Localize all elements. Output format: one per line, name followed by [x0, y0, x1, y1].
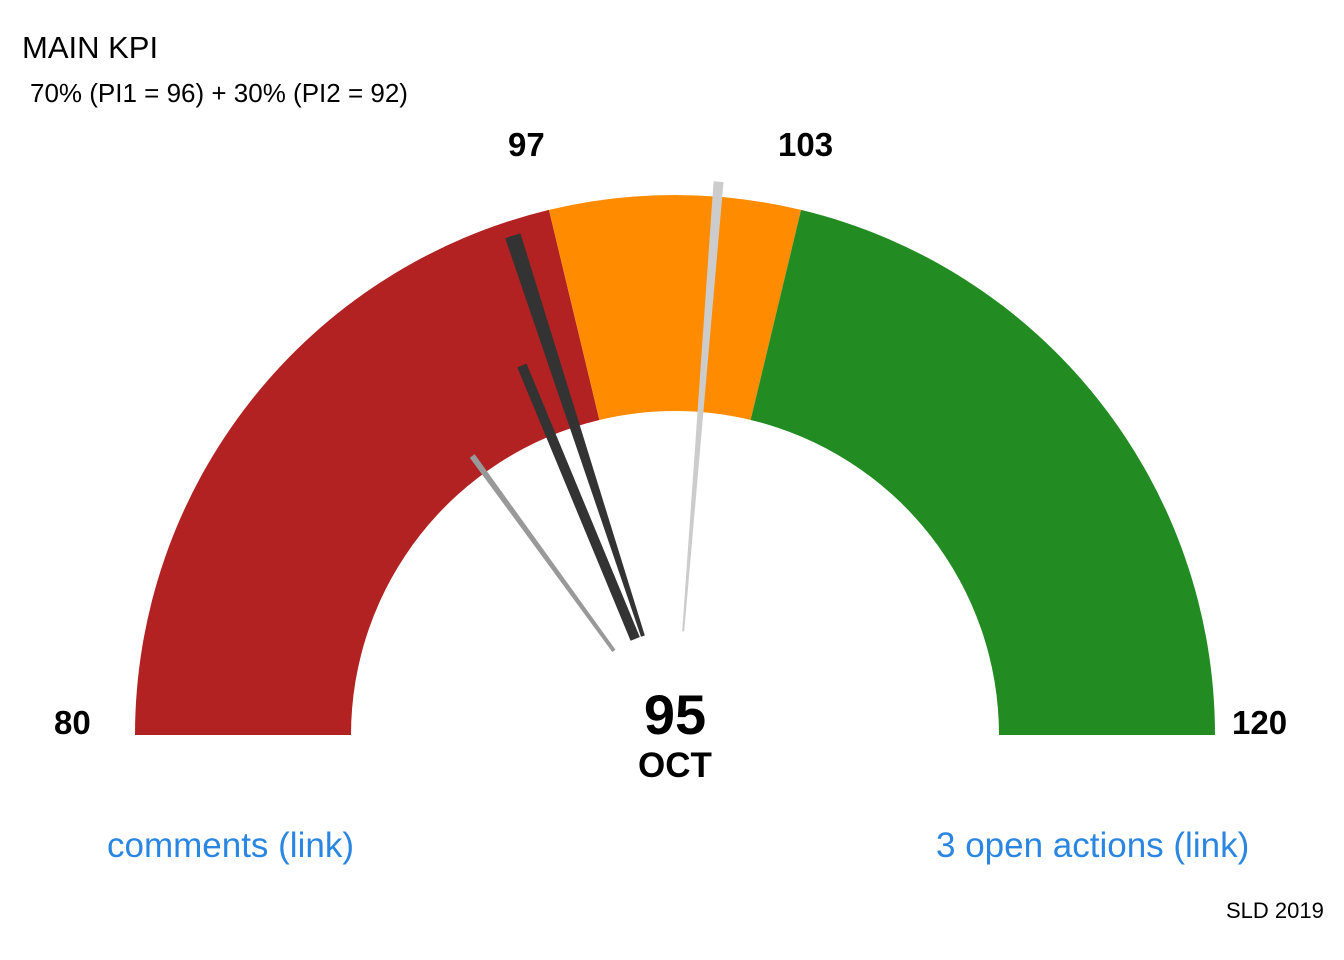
gauge-max-label: 120 — [1232, 704, 1288, 741]
open-actions-link[interactable]: 3 open actions (link) — [936, 826, 1250, 865]
gauge-needle-3 — [682, 181, 724, 632]
credit-text: SLD 2019 — [1226, 898, 1324, 923]
gauge-needle-2 — [505, 233, 645, 637]
gauge-needles — [469, 181, 724, 652]
gauge-period: OCT — [638, 746, 712, 785]
threshold-label-high: 103 — [778, 126, 834, 163]
gauge-band-2 — [750, 209, 1215, 736]
gauge-bands — [135, 195, 1215, 736]
gauge-band-1 — [548, 195, 802, 420]
gauge-needle-0 — [517, 363, 640, 641]
chart-title: MAIN KPI — [22, 30, 159, 65]
comments-link[interactable]: comments (link) — [107, 826, 354, 865]
gauge-needle-1 — [469, 454, 616, 652]
gauge-value: 95 — [643, 683, 707, 746]
gauge-min-label: 80 — [54, 704, 91, 741]
threshold-label-low: 97 — [508, 126, 545, 163]
chart-subtitle: 70% (PI1 = 96) + 30% (PI2 = 92) — [30, 78, 408, 108]
gauge-band-0 — [135, 209, 600, 736]
